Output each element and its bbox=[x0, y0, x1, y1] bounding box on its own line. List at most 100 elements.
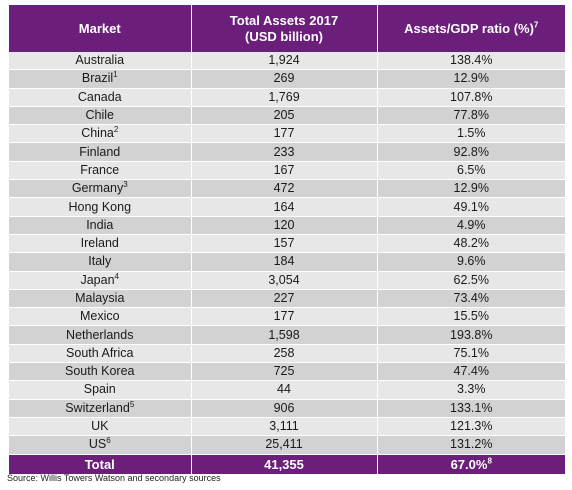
pension-assets-table: Market Total Assets 2017 (USD billion) A… bbox=[9, 5, 565, 474]
table-row: China2 177 1.5% bbox=[9, 124, 565, 144]
table-row: Spain 44 3.3% bbox=[9, 380, 565, 400]
ratio-cell: 62.5% bbox=[377, 271, 565, 290]
market-footnote: 2 bbox=[113, 125, 119, 135]
assets-cell: 205 bbox=[191, 106, 378, 126]
market-cell-text: Brazil bbox=[81, 71, 114, 86]
assets-cell-text: 157 bbox=[273, 236, 295, 251]
assets-cell: 258 bbox=[191, 344, 378, 364]
market-cell: Finland bbox=[9, 142, 192, 162]
market-footnote: 1 bbox=[113, 70, 118, 80]
market-cell: Mexico bbox=[9, 307, 192, 327]
ratio-cell: 9.6% bbox=[377, 252, 565, 272]
ratio-cell-text: 15.5% bbox=[453, 309, 489, 324]
market-cell: UK bbox=[9, 417, 192, 437]
table-row: South Korea 725 47.4% bbox=[9, 362, 565, 382]
market-cell-text: Mexico bbox=[79, 309, 120, 324]
market-cell-text: India bbox=[86, 217, 114, 232]
market-cell: US6 bbox=[9, 435, 192, 455]
assets-cell: 167 bbox=[191, 161, 378, 181]
market-cell: Canada bbox=[9, 88, 192, 107]
market-cell: Brazil1 bbox=[9, 69, 192, 89]
assets-cell: 227 bbox=[191, 289, 378, 309]
market-cell: France bbox=[9, 161, 192, 181]
total-row: Total 41,355 67.0%8 bbox=[9, 454, 565, 474]
ratio-cell: 133.1% bbox=[377, 399, 565, 418]
assets-cell-text: 472 bbox=[273, 181, 295, 196]
header-market: Market bbox=[9, 5, 192, 52]
assets-cell: 25,411 bbox=[191, 435, 378, 455]
assets-cell: 233 bbox=[191, 142, 378, 162]
market-cell-text: Chile bbox=[85, 108, 115, 123]
ratio-cell-text: 75.1% bbox=[453, 345, 489, 360]
market-cell-text: Finland bbox=[79, 144, 121, 159]
ratio-cell-text: 6.5% bbox=[457, 162, 486, 177]
assets-cell: 3,111 bbox=[191, 417, 378, 437]
table-row: Malaysia 227 73.4% bbox=[9, 289, 565, 309]
ratio-cell-text: 49.1% bbox=[453, 199, 489, 214]
assets-cell-text: 3,054 bbox=[268, 272, 300, 287]
ratio-cell-text: 193.8% bbox=[450, 327, 493, 342]
table-row: Switzerland5 906 133.1% bbox=[9, 399, 565, 418]
assets-cell-text: 167 bbox=[273, 162, 295, 177]
assets-cell: 472 bbox=[191, 179, 378, 199]
market-footnote: 5 bbox=[129, 399, 135, 409]
header-market-label: Market bbox=[78, 20, 121, 36]
assets-cell-text: 906 bbox=[273, 400, 295, 415]
table-row: Ireland 157 48.2% bbox=[9, 234, 565, 254]
table-row: Netherlands 1,598 193.8% bbox=[9, 325, 565, 345]
ratio-cell-text: 47.4% bbox=[453, 364, 489, 379]
assets-cell-text: 120 bbox=[273, 217, 295, 232]
ratio-cell-text: 107.8% bbox=[450, 89, 493, 104]
ratio-cell: 92.8% bbox=[377, 142, 565, 162]
table-row: Hong Kong 164 49.1% bbox=[9, 197, 565, 217]
ratio-cell-text: 1.5% bbox=[457, 126, 486, 141]
header-ratio: Assets/GDP ratio (%)7 bbox=[377, 5, 565, 52]
source-note: Source: Willis Towers Watson and seconda… bbox=[7, 473, 221, 483]
table-row: UK 3,111 121.3% bbox=[9, 417, 565, 437]
assets-cell: 1,924 bbox=[191, 52, 378, 71]
table-row: Italy 184 9.6% bbox=[9, 252, 565, 272]
total-ratio-value: 67.0% bbox=[450, 456, 488, 472]
market-cell: South Africa bbox=[9, 344, 192, 364]
assets-cell-text: 227 bbox=[273, 291, 295, 305]
assets-cell: 120 bbox=[191, 216, 378, 235]
assets-cell-text: 269 bbox=[273, 71, 295, 86]
header-assets: Total Assets 2017 (USD billion) bbox=[191, 5, 378, 52]
ratio-cell-text: 138.4% bbox=[450, 53, 493, 68]
ratio-cell-text: 92.8% bbox=[453, 144, 489, 159]
market-cell-text: South Korea bbox=[65, 364, 135, 379]
market-cell-text: France bbox=[80, 162, 120, 177]
market-cell: Switzerland5 bbox=[9, 399, 192, 418]
total-label: Total bbox=[9, 454, 192, 474]
ratio-cell: 77.8% bbox=[377, 106, 565, 126]
assets-cell-text: 177 bbox=[273, 126, 295, 141]
market-cell: Germany3 bbox=[9, 179, 192, 199]
ratio-cell-text: 48.2% bbox=[453, 236, 489, 251]
ratio-cell: 1.5% bbox=[377, 124, 565, 144]
ratio-cell: 15.5% bbox=[377, 307, 565, 327]
market-cell-text: Italy bbox=[88, 254, 112, 269]
assets-cell-text: 25,411 bbox=[265, 437, 303, 452]
table-footer: Total 41,355 67.0%8 bbox=[9, 454, 565, 474]
ratio-cell-text: 12.9% bbox=[453, 181, 489, 196]
market-cell: Italy bbox=[9, 252, 192, 272]
ratio-cell-text: 131.2% bbox=[450, 437, 493, 452]
header-row: Market Total Assets 2017 (USD billion) A… bbox=[9, 5, 565, 52]
market-cell-text: Germany bbox=[71, 181, 124, 196]
table-row: France 167 6.5% bbox=[9, 161, 565, 181]
table-row: Japan4 3,054 62.5% bbox=[9, 271, 565, 290]
market-cell: Malaysia bbox=[9, 289, 192, 309]
assets-cell-text: 44 bbox=[277, 382, 291, 397]
assets-cell: 164 bbox=[191, 197, 378, 217]
assets-cell: 725 bbox=[191, 362, 378, 382]
assets-cell: 906 bbox=[191, 399, 378, 418]
market-cell: South Korea bbox=[9, 362, 192, 382]
market-cell-text: Spain bbox=[83, 382, 116, 397]
market-cell: Australia bbox=[9, 52, 192, 71]
header-ratio-label: Assets/GDP ratio (%) bbox=[404, 20, 534, 36]
assets-cell-text: 233 bbox=[273, 144, 295, 159]
market-cell-text: China bbox=[81, 126, 114, 141]
ratio-cell: 73.4% bbox=[377, 289, 565, 309]
market-cell: Ireland bbox=[9, 234, 192, 254]
market-cell: Spain bbox=[9, 380, 192, 400]
